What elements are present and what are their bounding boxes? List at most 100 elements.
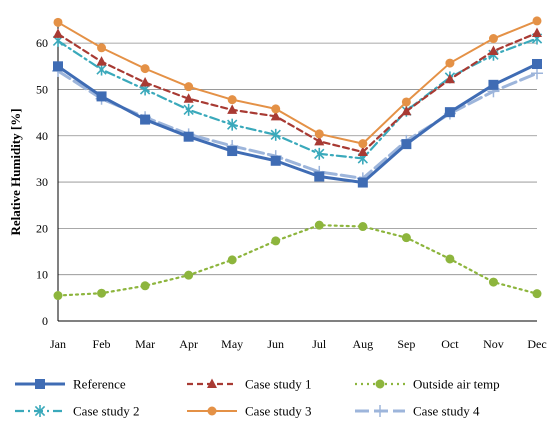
data-point-case-study-3-mar [140,64,150,74]
series-line-case-study-2 [56,37,539,160]
data-point-outside-air-temp-feb [97,288,107,298]
series-line-case-study-4 [56,69,539,180]
legend-label-case-study-2: Case study 2 [73,404,139,419]
legend-label-reference: Reference [73,377,126,392]
legend-marker-case-study-2 [34,405,46,417]
data-point-reference-jul [314,171,325,182]
x-tick-label-feb: Feb [93,337,111,351]
data-point-case-study-1-jul [314,135,325,146]
series-reference [53,58,542,188]
x-tick-label-dec: Dec [527,337,546,351]
y-tick-label-40: 40 [36,129,48,143]
x-tick-label-mar: Mar [135,337,155,351]
data-point-outside-air-temp-jul [314,220,324,230]
data-point-case-study-1-sep [401,105,412,116]
y-axis-label: Relative Humidity [%] [8,108,23,235]
data-point-reference-nov [488,79,499,90]
legend-label-case-study-4: Case study 4 [413,404,480,419]
legend-item-case-study-4: Case study 4 [355,404,480,419]
x-tick-label-aug: Aug [352,337,373,351]
data-point-reference-oct [444,107,455,118]
series-line-case-study-3 [57,19,538,145]
data-point-case-study-1-aug [357,146,368,156]
data-point-case-study-3-jul [314,129,324,139]
grid-lines [58,42,537,322]
series-line-outside-air-temp [56,224,539,297]
data-point-reference-jan [53,61,63,72]
data-point-reference-aug [357,177,368,188]
data-point-outside-air-temp-apr [184,270,194,280]
y-tick-label-60: 60 [36,36,48,50]
series-case-study-3 [53,16,542,149]
legend-marker-case-study-1 [207,378,217,388]
data-point-outside-air-temp-oct [445,254,455,264]
x-tick-label-may: May [221,337,243,351]
legend-marker-outside-air-temp [375,379,385,389]
y-tick-label-50: 50 [36,82,48,96]
x-tick-label-apr: Apr [179,337,198,351]
x-tick-label-nov: Nov [483,337,504,351]
data-point-case-study-2-may [227,118,238,131]
legend-item-case-study-2: Case study 2 [15,404,139,419]
data-point-case-study-1-jan [53,28,63,38]
series-line-reference [56,62,539,185]
y-tick-label-0: 0 [42,314,48,328]
data-point-case-study-1-may [227,104,238,114]
data-point-reference-may [227,146,238,157]
y-tick-labels: 0 10 20 30 40 50 60 [36,36,48,328]
data-point-outside-air-temp-aug [358,222,368,232]
x-tick-label-sep: Sep [397,337,415,351]
legend-label-case-study-3: Case study 3 [245,404,311,419]
legend: Reference Case study 1 Outside air temp Cas… [15,377,500,419]
data-point-case-study-3-may [227,95,237,105]
data-point-reference-feb [96,91,107,102]
data-point-outside-air-temp-jun [271,236,281,246]
data-point-outside-air-temp-jan [53,291,63,301]
data-point-reference-apr [183,131,194,142]
data-point-case-study-2-jul [314,147,325,160]
x-tick-label-jun: Jun [267,337,284,351]
data-point-case-study-3-nov [488,34,498,44]
legend-label-outside-air-temp: Outside air temp [413,377,500,392]
legend-item-reference: Reference [15,377,126,392]
data-point-reference-sep [401,139,412,150]
data-point-case-study-3-jan [53,17,63,27]
data-point-outside-air-temp-mar [140,281,150,291]
data-point-case-study-1-nov [488,45,499,56]
legend-item-outside-air-temp: Outside air temp [355,377,500,392]
x-tick-label-jul: Jul [312,337,327,351]
data-point-case-study-3-oct [445,58,455,68]
series-group [52,16,543,301]
data-point-outside-air-temp-nov [488,277,498,287]
legend-marker-case-study-4 [374,405,386,417]
legend-item-case-study-3: Case study 3 [187,404,311,419]
legend-marker-reference [35,379,45,389]
data-point-case-study-1-feb [96,56,107,66]
y-tick-label-30: 30 [36,175,48,189]
data-point-case-study-3-aug [358,139,368,149]
legend-marker-case-study-3 [207,406,217,416]
data-point-case-study-2-jun [270,128,281,141]
series-line-case-study-1 [56,31,539,154]
data-point-case-study-2-apr [183,103,194,116]
data-point-case-study-3-sep [401,97,411,107]
data-point-case-study-1-apr [183,93,194,103]
data-point-outside-air-temp-dec [532,289,542,299]
data-point-reference-jun [270,155,281,166]
data-point-outside-air-temp-sep [401,233,411,243]
data-point-case-study-1-jun [270,110,281,121]
data-point-case-study-4-dec [531,67,543,80]
series-case-study-1 [53,27,542,156]
data-point-case-study-1-dec [532,27,542,37]
x-tick-labels: Jan Feb Mar Apr May Jun Jul Aug Sep Oct Nov Dec [50,337,547,351]
data-point-reference-mar [140,114,151,125]
data-point-case-study-1-mar [140,77,151,87]
y-tick-label-10: 10 [36,268,48,282]
series-case-study-4 [52,64,543,185]
data-point-case-study-1-oct [444,73,455,84]
y-tick-label-20: 20 [36,221,48,235]
data-point-case-study-3-apr [184,82,194,92]
axes [57,20,537,322]
data-point-reference-dec [532,58,542,69]
